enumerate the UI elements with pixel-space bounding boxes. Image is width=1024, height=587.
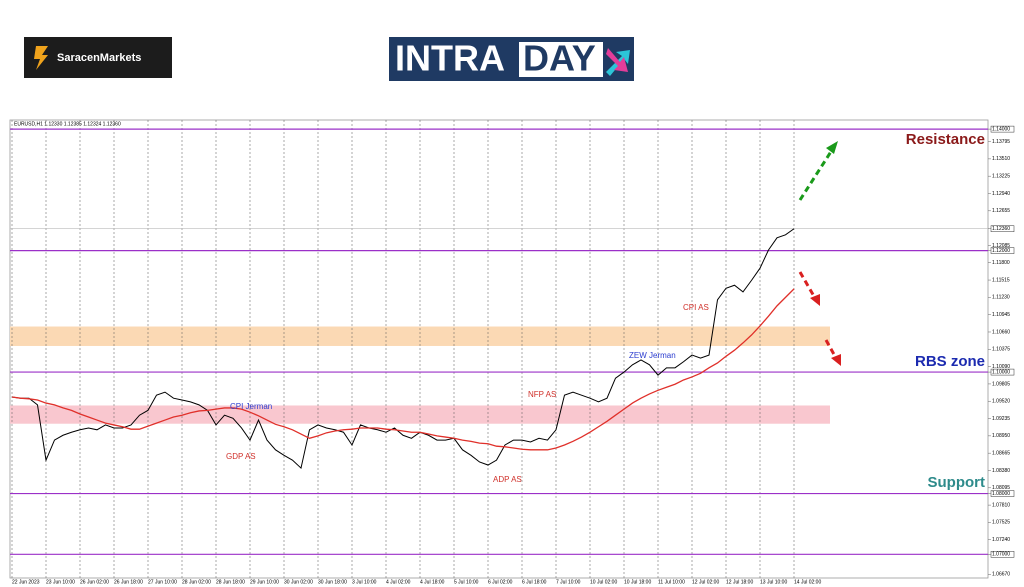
- event-label: ADP AS: [493, 475, 522, 484]
- x-tick-label: 5 Jul 10:00: [454, 579, 479, 585]
- y-tick-label: 1.12085: [992, 243, 1010, 249]
- x-tick-label: 28 Jun 18:00: [216, 579, 245, 585]
- y-tick-label: 1.07810: [992, 502, 1010, 508]
- banner-box: [519, 42, 603, 77]
- y-tick-label: 1.10660: [992, 329, 1010, 335]
- up-arrow-head: [826, 141, 838, 154]
- x-tick-label: 7 Jul 10:00: [556, 579, 581, 585]
- y-tick-label: 1.13510: [992, 156, 1010, 162]
- y-tick-label: 1.10945: [992, 312, 1010, 318]
- broker-name: SaracenMarkets: [57, 52, 141, 64]
- y-tick-label: 1.11230: [992, 295, 1010, 301]
- x-tick-label: 12 Jul 02:00: [692, 579, 719, 585]
- y-tick-label: 1.09805: [992, 381, 1010, 387]
- x-tick-label: 13 Jul 10:00: [760, 579, 787, 585]
- plot-frame: [9, 119, 989, 579]
- y-tick-label: 1.08380: [992, 468, 1010, 474]
- event-label: NFP AS: [528, 390, 556, 399]
- event-label: CPI Jerman: [230, 402, 272, 411]
- x-tick-label: 26 Jun 02:00: [80, 579, 109, 585]
- x-tick-label: 27 Jun 10:00: [148, 579, 177, 585]
- broker-icon: [34, 46, 48, 70]
- y-tick-label: 1.13225: [992, 174, 1010, 180]
- x-tick-label: 14 Jul 02:00: [794, 579, 821, 585]
- zone-label: Support: [928, 474, 986, 491]
- x-tick-label: 11 Jul 10:00: [658, 579, 685, 585]
- x-tick-label: 30 Jun 02:00: [284, 579, 313, 585]
- y-tick-label: 1.10375: [992, 347, 1010, 353]
- y-tick-label: 1.11800: [992, 260, 1010, 266]
- y-tick-box: [990, 225, 1015, 232]
- banner-right: DAY: [523, 38, 596, 79]
- zone-label: RBS zone: [915, 353, 985, 370]
- y-tick-label: 1.10000: [992, 369, 1010, 375]
- y-tick-label: 1.08000: [992, 491, 1010, 497]
- y-tick-label: 1.12655: [992, 208, 1010, 214]
- x-tick-label: 30 Jun 18:00: [318, 579, 347, 585]
- y-tick-label: 1.10090: [992, 364, 1010, 370]
- event-label: CPI AS: [683, 303, 709, 312]
- y-tick-label: 1.14000: [992, 126, 1010, 132]
- x-tick-label: 28 Jun 02:00: [182, 579, 211, 585]
- up-arrow: [798, 149, 834, 201]
- x-tick-label: 3 Jul 10:00: [352, 579, 377, 585]
- down-arrow: [824, 339, 838, 359]
- y-tick-box: [990, 551, 1015, 558]
- x-tick-label: 4 Jul 02:00: [386, 579, 411, 585]
- down-arrow-head: [831, 354, 841, 366]
- y-tick-label: 1.12940: [992, 191, 1010, 197]
- y-tick-box: [990, 368, 1015, 376]
- x-tick-label: 10 Jul 02:00: [590, 579, 617, 585]
- y-tick-label: 1.08095: [992, 485, 1010, 491]
- symbol-info: EURUSD,H1 1.12330 1.12385 1.12324 1.1236…: [14, 121, 121, 127]
- y-tick-label: 1.09235: [992, 416, 1010, 422]
- y-tick-label: 1.07240: [992, 537, 1010, 543]
- down-arrow-head: [810, 294, 820, 306]
- y-tick-label: 1.06670: [992, 572, 1010, 578]
- moving-average: [11, 288, 795, 451]
- zone: [10, 405, 830, 424]
- x-tick-label: 6 Jul 18:00: [522, 579, 547, 585]
- x-tick-label: 23 Jun 10:00: [46, 579, 75, 585]
- y-tick-label: 1.07525: [992, 520, 1010, 526]
- banner-left: INTRA: [395, 38, 505, 79]
- x-tick-label: 22 Jun 2023: [12, 579, 40, 585]
- y-tick-label: 1.08950: [992, 433, 1010, 439]
- zone-label: Resistance: [906, 131, 985, 148]
- event-label: ZEW Jerman: [629, 351, 676, 360]
- event-label: GDP AS: [226, 452, 256, 461]
- y-tick-box: [990, 490, 1015, 497]
- broker-logo: [24, 37, 172, 78]
- y-tick-label: 1.11515: [992, 277, 1010, 283]
- y-tick-box: [990, 247, 1015, 254]
- banner-arrow-down: [606, 48, 628, 72]
- y-tick-label: 1.09520: [992, 399, 1010, 405]
- y-tick-label: 1.12000: [992, 248, 1010, 254]
- x-tick-label: 4 Jul 18:00: [420, 579, 445, 585]
- x-tick-label: 6 Jul 02:00: [488, 579, 513, 585]
- y-tick-label: 1.13795: [992, 139, 1010, 145]
- x-tick-label: 12 Jul 18:00: [726, 579, 753, 585]
- x-tick-label: 26 Jun 18:00: [114, 579, 143, 585]
- price-series: [11, 228, 795, 470]
- x-tick-label: 10 Jul 18:00: [624, 579, 651, 585]
- down-arrow: [798, 271, 817, 299]
- x-tick-label: 29 Jun 10:00: [250, 579, 279, 585]
- y-tick-box: [990, 125, 1015, 133]
- y-tick-label: 1.12360: [992, 226, 1010, 232]
- y-tick-label: 1.07000: [992, 552, 1010, 558]
- y-tick-label: 1.08665: [992, 451, 1010, 457]
